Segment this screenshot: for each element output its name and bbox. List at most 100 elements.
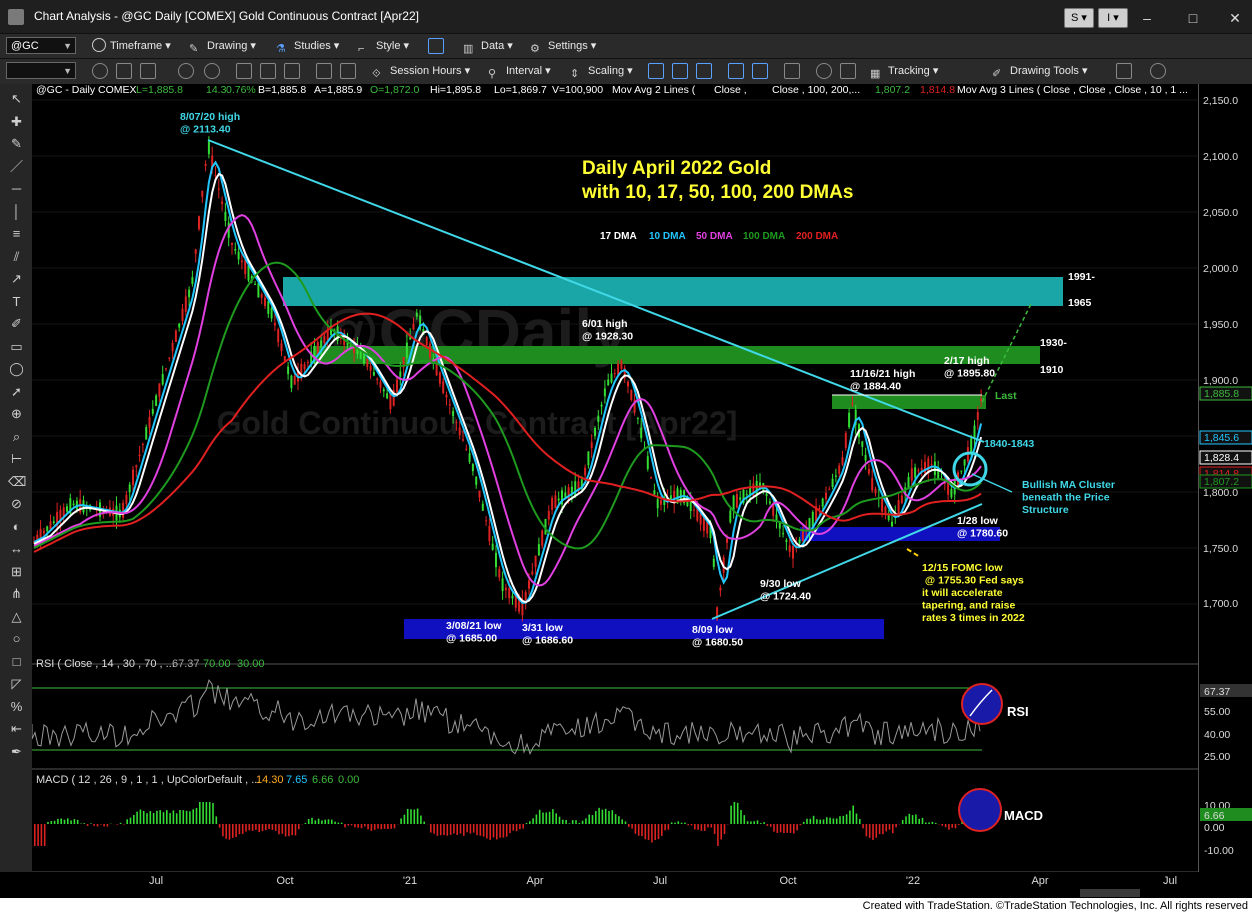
macd-histogram-bar <box>789 824 792 833</box>
cursor-icon[interactable]: ↖ <box>11 91 22 106</box>
timeframe-menu[interactable]: Timeframe ▾ <box>92 37 171 56</box>
candle-body <box>867 468 870 474</box>
ruler-icon[interactable]: ⊢ <box>10 451 23 466</box>
arrow-left-icon[interactable]: ⇤ <box>11 721 22 736</box>
session-hours-menu[interactable]: ⟐ Session Hours ▾ <box>372 65 471 80</box>
hollow-candle-icon[interactable] <box>696 63 712 79</box>
fibfan-icon[interactable]: ◸ <box>11 676 22 691</box>
macd-histogram-bar <box>720 824 722 840</box>
text-tool-icon[interactable]: T <box>12 293 21 309</box>
grid-small-icon[interactable] <box>316 63 332 79</box>
candle-body <box>831 478 834 487</box>
pitchfork-icon[interactable]: ⋔ <box>11 586 22 601</box>
ellipse-tool-icon[interactable]: ◯ <box>9 361 24 376</box>
macd-histogram-bar <box>314 820 317 824</box>
macd-highlight-circle <box>958 788 1002 832</box>
account-select[interactable]: ▼ <box>6 62 76 79</box>
price-tick-label: 1,900.0 <box>1203 375 1238 387</box>
drawing-menu[interactable]: ✎ Drawing ▾ <box>189 40 256 55</box>
zoom-out-icon[interactable] <box>840 63 856 79</box>
symbol-input[interactable]: @GC ▼ <box>6 37 76 54</box>
header-movavg2: Mov Avg 2 Lines ( <box>612 84 696 96</box>
rsi-highlight-circle <box>961 683 1003 725</box>
close-button[interactable]: ✕ <box>1229 10 1241 26</box>
eraser-icon[interactable]: ⌫ <box>8 473 27 489</box>
horizontal-line-icon[interactable]: ─ <box>11 181 22 196</box>
crosshair-icon[interactable]: ✚ <box>11 113 22 129</box>
gann-icon[interactable]: ⊞ <box>11 563 22 579</box>
chat-icon[interactable] <box>1150 63 1166 79</box>
window-icon[interactable] <box>140 63 156 79</box>
macd-histogram-bar <box>47 821 49 824</box>
channel-icon[interactable]: ⫽ <box>13 248 20 264</box>
pencil-icon[interactable]: ✎ <box>11 136 22 151</box>
candle-body <box>907 476 910 489</box>
candle-body <box>537 544 540 556</box>
macd-histogram-bar <box>195 807 198 824</box>
candle-body <box>610 373 613 383</box>
macd-histogram-bar <box>548 811 551 824</box>
price-axis[interactable]: 2,150.0 2,100.0 2,050.0 2,000.0 1,950.0 1,900… <box>1198 84 1252 872</box>
page-icon[interactable] <box>260 63 276 79</box>
s-button[interactable]: S ▾ <box>1064 8 1094 28</box>
magnet-icon[interactable]: ⊕ <box>11 406 22 421</box>
bar-style-icon[interactable] <box>648 63 664 79</box>
export-icon[interactable] <box>1116 63 1132 79</box>
percent-icon[interactable]: % <box>10 698 23 714</box>
grid-icon[interactable] <box>116 63 132 79</box>
drawing-tools-menu[interactable]: ✐ Drawing Tools ▾ <box>992 65 1088 80</box>
studies-menu[interactable]: ⚗ Studies ▾ <box>276 40 340 55</box>
downtrend-line[interactable] <box>207 139 985 443</box>
zoom-icon[interactable]: ⌕ <box>12 428 21 444</box>
candle-body <box>33 541 35 543</box>
macd-histogram-bar <box>928 822 930 824</box>
image-icon[interactable] <box>236 63 252 79</box>
interval-menu[interactable]: ⚲ Interval ▾ <box>488 65 551 80</box>
fib-icon[interactable]: ≡ <box>12 226 21 241</box>
candle-body <box>663 497 666 506</box>
lock-icon[interactable]: ⊘ <box>11 496 22 511</box>
scaling-menu[interactable]: ⇕ Scaling ▾ <box>570 65 633 80</box>
tracking-menu[interactable]: ▦ Tracking ▾ <box>870 65 939 80</box>
trendline-icon[interactable]: ／ <box>9 158 23 174</box>
hide-icon[interactable]: ◐ <box>12 518 21 534</box>
candle-body <box>455 421 458 423</box>
triangle-icon[interactable]: △ <box>11 608 22 624</box>
horizontal-scrollbar[interactable] <box>1080 889 1140 897</box>
zoom-in-icon[interactable] <box>816 63 832 79</box>
link-icon[interactable] <box>178 63 194 79</box>
refresh-icon[interactable] <box>92 63 108 79</box>
vertical-line-icon[interactable]: │ <box>12 203 21 219</box>
square-tool-icon[interactable]: □ <box>12 653 21 669</box>
macd-histogram-bar <box>796 824 798 831</box>
uptrend-line[interactable] <box>711 503 983 620</box>
candle-body <box>633 399 636 413</box>
candle-style-icon[interactable] <box>672 63 688 79</box>
layout-icon[interactable] <box>428 38 444 54</box>
arrow-icon[interactable]: ➚ <box>11 383 22 399</box>
price-chart[interactable]: @GCDaily Gold Continuous Contract [Apr22… <box>32 84 1198 872</box>
maximize-button[interactable]: □ <box>1188 10 1198 26</box>
macd-histogram-bar <box>208 802 211 824</box>
rectangle-tool-icon[interactable]: ▭ <box>10 338 23 354</box>
data-menu[interactable]: ▥ Data ▾ <box>463 40 513 55</box>
candle-body <box>69 498 72 514</box>
legend-item: 100 DMA <box>743 231 785 242</box>
brush-icon[interactable]: ✐ <box>11 316 22 331</box>
circle-tool-icon[interactable]: ○ <box>12 631 21 646</box>
i-button[interactable]: I ▾ <box>1098 8 1128 28</box>
dots-icon[interactable] <box>784 63 800 79</box>
ohlc-icon[interactable] <box>728 63 744 79</box>
measure-icon[interactable]: ↔ <box>10 541 23 556</box>
candle-body <box>128 484 131 493</box>
style-menu[interactable]: ⌐ Style ▾ <box>358 40 410 55</box>
macd-histogram-bar <box>331 819 333 824</box>
sync-icon[interactable] <box>204 63 220 79</box>
table-icon[interactable] <box>340 63 356 79</box>
ray-icon[interactable]: ↗ <box>11 271 22 286</box>
minimize-button[interactable]: – <box>1143 10 1151 26</box>
pen-icon[interactable]: ✒ <box>11 743 22 759</box>
line-style-icon[interactable] <box>752 63 768 79</box>
doc-icon[interactable] <box>284 63 300 79</box>
settings-menu[interactable]: ⚙ Settings ▾ <box>530 40 597 55</box>
